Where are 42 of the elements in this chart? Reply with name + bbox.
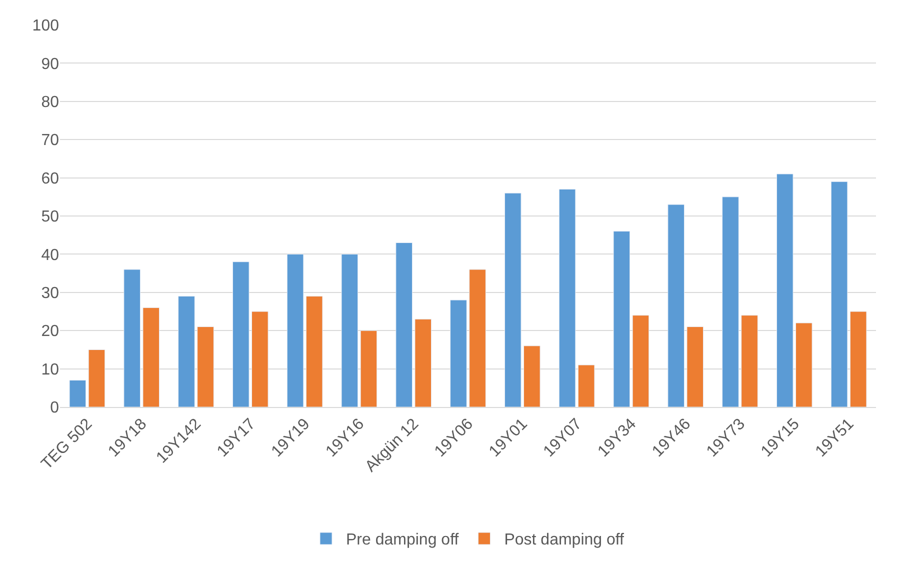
bar [178,296,195,407]
bar [396,242,412,407]
y-tick-label: 30 [41,285,60,302]
y-tick-label: 60 [41,170,60,188]
bar [632,315,650,407]
y-tick-label: 0 [50,400,60,417]
bar [69,380,86,407]
bar [360,330,378,407]
bar [252,311,268,407]
bar [524,346,540,407]
bar [776,174,794,407]
bar [558,189,576,407]
bar [142,307,160,407]
bar [722,196,739,407]
bar [232,262,250,407]
bar [830,181,848,407]
bar [668,204,684,407]
bar [850,311,867,407]
y-tick-label: 20 [41,323,60,340]
y-tick-label: 40 [41,246,60,264]
y-tick-label: 100 [32,18,60,35]
bar [88,349,106,407]
y-tick-label: 50 [41,208,60,226]
bar [341,254,358,407]
bar [741,315,758,407]
y-tick-label: 90 [41,56,60,73]
y-tick-label: 10 [41,361,60,378]
bar [124,269,140,407]
y-tick-label: 80 [41,94,60,111]
bar [796,322,812,407]
x-tick-label: TEG 502 [38,416,96,473]
bar [613,231,630,407]
bar [504,192,522,407]
bar [414,318,432,407]
bar [306,296,323,407]
bar [469,269,486,407]
bar [578,364,595,407]
bar [197,326,214,407]
bar [686,326,704,407]
bar [450,300,467,407]
bar [286,254,304,407]
y-tick-label: 70 [41,132,60,150]
